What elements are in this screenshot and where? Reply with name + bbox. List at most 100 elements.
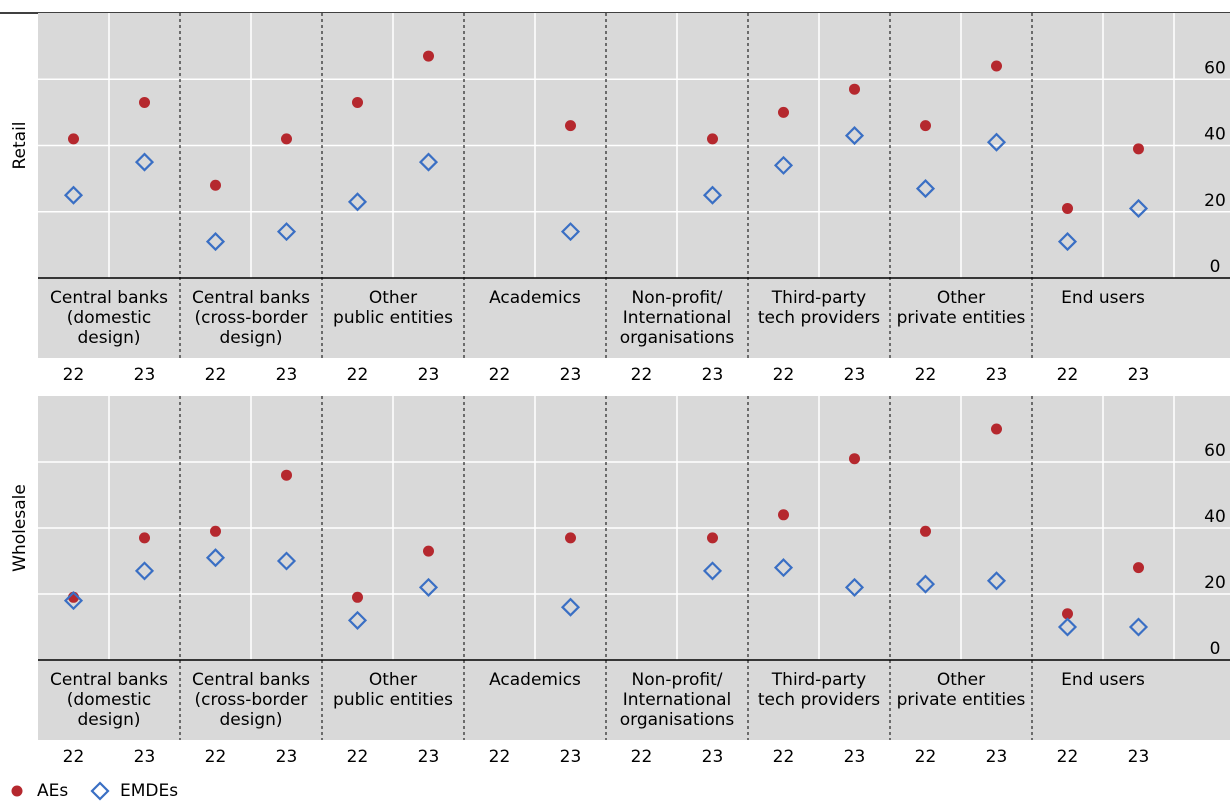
ae-point xyxy=(1133,562,1144,574)
group-label: private entities xyxy=(897,308,1026,328)
emde-point xyxy=(1128,198,1149,218)
group-label: design) xyxy=(219,710,282,730)
plot-background xyxy=(38,396,1230,740)
x-tick-label: 22 xyxy=(489,365,511,385)
group-label: tech providers xyxy=(758,690,880,710)
x-tick-label: 23 xyxy=(844,365,866,385)
ae-point xyxy=(920,120,931,132)
x-tick-label: 22 xyxy=(347,747,369,767)
group-label: Third-party xyxy=(771,288,866,308)
group-label: End users xyxy=(1061,670,1145,690)
ae-point xyxy=(1062,202,1073,214)
ae-point xyxy=(991,60,1002,72)
group-label: Third-party xyxy=(771,670,866,690)
x-tick-label: 22 xyxy=(63,365,85,385)
group-label: public entities xyxy=(333,690,453,710)
ae-point xyxy=(1062,608,1073,620)
group-label: (domestic xyxy=(67,690,151,710)
x-tick-label: 22 xyxy=(489,747,511,767)
ae-point xyxy=(68,133,79,145)
x-tick-label: 23 xyxy=(560,747,582,767)
x-tick-label: 22 xyxy=(205,365,227,385)
group-label: Non-profit/ xyxy=(632,288,723,308)
group-label: design) xyxy=(77,328,140,348)
ae-point xyxy=(565,532,576,544)
y-tick-label: 40 xyxy=(1204,125,1226,145)
group-label: design) xyxy=(77,710,140,730)
emde-point xyxy=(134,561,155,581)
group-label: Central banks xyxy=(192,670,310,690)
group-label: (domestic xyxy=(67,308,151,328)
group-label: Other xyxy=(937,288,985,308)
ae-point xyxy=(991,423,1002,435)
x-tick-label: 23 xyxy=(1128,365,1150,385)
ae-point xyxy=(707,532,718,544)
ae-point xyxy=(849,453,860,465)
legend-label: EMDEs xyxy=(120,781,178,801)
group-label: Other xyxy=(937,670,985,690)
emde-point xyxy=(1128,617,1149,637)
x-tick-label: 23 xyxy=(134,365,156,385)
emde-point xyxy=(844,577,865,597)
group-label: organisations xyxy=(620,328,735,348)
group-label: tech providers xyxy=(758,308,880,328)
group-label: Central banks xyxy=(50,288,168,308)
ae-point xyxy=(1133,143,1144,155)
group-label: International xyxy=(623,308,732,328)
group-label: Central banks xyxy=(50,670,168,690)
legend-label: AEs xyxy=(37,781,68,801)
ae-point xyxy=(778,106,789,118)
plot-background xyxy=(38,13,1230,358)
group-label: Other xyxy=(369,670,417,690)
y-tick-label: 20 xyxy=(1204,573,1226,593)
emde-point xyxy=(63,185,84,205)
panel-label: Retail xyxy=(10,121,30,169)
emde-point xyxy=(134,152,155,172)
ae-point xyxy=(778,509,789,521)
x-tick-label: 22 xyxy=(347,365,369,385)
emde-point xyxy=(347,610,368,630)
ae-point xyxy=(281,133,292,145)
emde-point xyxy=(915,574,936,594)
group-label: Other xyxy=(369,288,417,308)
emde-point xyxy=(773,155,794,175)
ae-point xyxy=(139,532,150,544)
group-label: (cross-border xyxy=(195,308,308,328)
group-label: End users xyxy=(1061,288,1145,308)
emde-point xyxy=(276,551,297,571)
x-tick-label: 23 xyxy=(560,365,582,385)
emde-point xyxy=(418,577,439,597)
emde-point xyxy=(702,185,723,205)
x-tick-label: 23 xyxy=(134,747,156,767)
y-tick-label: 0 xyxy=(1210,257,1221,277)
x-tick-label: 22 xyxy=(915,365,937,385)
x-tick-label: 23 xyxy=(418,365,440,385)
ae-point xyxy=(139,96,150,108)
x-tick-label: 22 xyxy=(631,747,653,767)
emde-point xyxy=(1057,617,1078,637)
group-label: Non-profit/ xyxy=(632,670,723,690)
x-tick-label: 22 xyxy=(773,747,795,767)
group-label: design) xyxy=(219,328,282,348)
ae-point xyxy=(352,96,363,108)
x-tick-label: 22 xyxy=(1057,747,1079,767)
ae-point xyxy=(707,133,718,145)
legend-marker xyxy=(90,781,110,801)
y-tick-label: 40 xyxy=(1204,507,1226,527)
x-tick-label: 23 xyxy=(418,747,440,767)
y-tick-label: 20 xyxy=(1204,191,1226,211)
ae-point xyxy=(423,50,434,62)
emde-point xyxy=(418,152,439,172)
emde-point xyxy=(560,597,581,617)
emde-point xyxy=(986,132,1007,152)
ae-point xyxy=(352,591,363,603)
x-tick-label: 22 xyxy=(1057,365,1079,385)
x-tick-label: 23 xyxy=(986,747,1008,767)
emde-point xyxy=(205,548,226,568)
y-tick-label: 0 xyxy=(1210,639,1221,659)
legend-marker xyxy=(11,785,23,797)
group-label: Academics xyxy=(489,670,581,690)
group-label: organisations xyxy=(620,710,735,730)
x-tick-label: 22 xyxy=(773,365,795,385)
